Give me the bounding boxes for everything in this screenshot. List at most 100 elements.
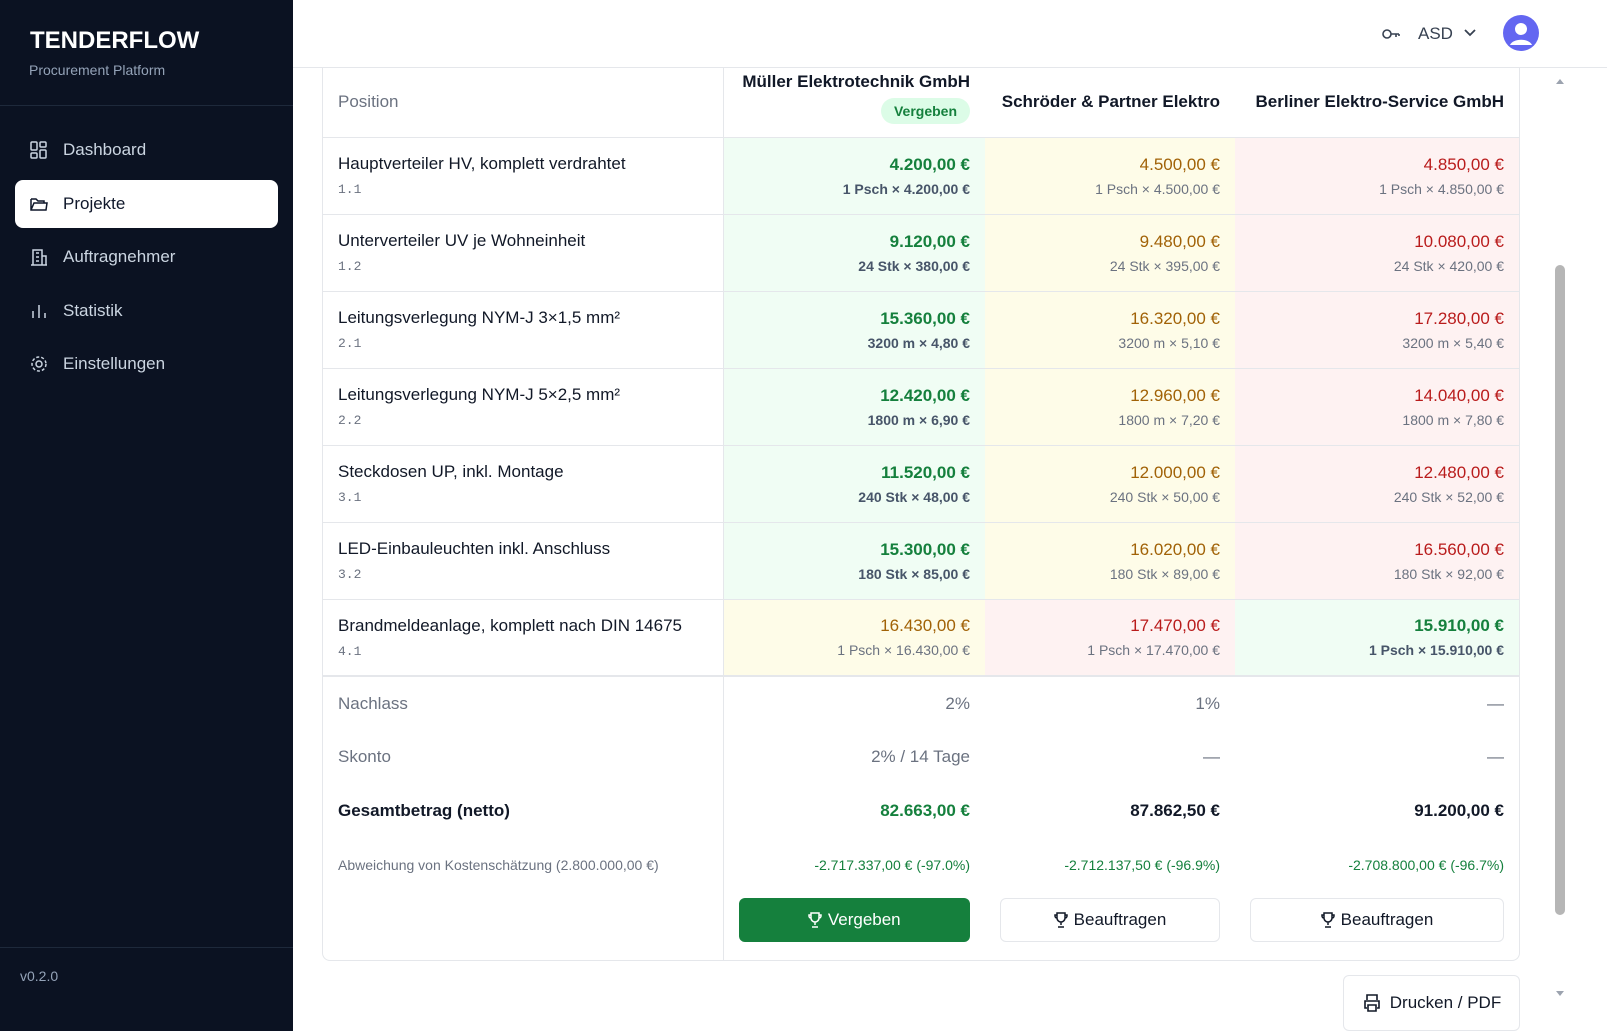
- user-name[interactable]: ASD: [1418, 24, 1453, 43]
- button-label: Beauftragen: [1340, 910, 1434, 929]
- summary-value: 1%: [985, 675, 1235, 730]
- price-detail: 24 Stk × 420,00 €: [1393, 257, 1504, 274]
- print-button[interactable]: Drucken / PDF: [1343, 975, 1520, 1031]
- price-detail: 180 Stk × 92,00 €: [1393, 565, 1504, 582]
- bidder-header: Schröder & Partner Elektro: [985, 68, 1235, 137]
- summary-value: —: [1203, 747, 1220, 766]
- nav-icon: [30, 141, 47, 159]
- position-label: Leitungsverlegung NYM-J 5×2,5 mm²: [338, 385, 621, 404]
- divider: [0, 105, 293, 106]
- scrollbar-track: [1555, 79, 1565, 996]
- nav-icon: [30, 198, 48, 211]
- nav-item[interactable]: Einstellungen: [15, 340, 278, 388]
- position-code: 1.1: [338, 182, 362, 197]
- position-label: Hauptverteiler HV, komplett verdrahtet: [338, 154, 626, 173]
- summary-label: Skonto: [338, 747, 391, 766]
- price-total: 4.500,00 €: [1139, 154, 1220, 174]
- print-label: Drucken / PDF: [1389, 993, 1502, 1012]
- button-cell: Beauftragen: [985, 892, 1235, 960]
- nav-icon: [31, 249, 47, 266]
- nav-item[interactable]: Dashboard: [15, 126, 278, 174]
- summary-value: -2.712.137,50 € (-96.9%): [1064, 857, 1220, 873]
- price-cell: 17.280,00 € 3200 m × 5,40 €: [1235, 290, 1519, 368]
- position-row: Hauptverteiler HV, komplett verdrahtet 1.…: [323, 136, 1519, 214]
- nav-label: Einstellungen: [63, 354, 166, 373]
- summary-row: Gesamtbetrag (netto) 82.663,00 € 87.862,50…: [323, 784, 1519, 838]
- sidebar: TENDERFLOW Procurement Platform Dashboar…: [0, 0, 293, 1031]
- price-detail: 24 Stk × 380,00 €: [858, 257, 970, 274]
- position-header: Position: [338, 92, 399, 112]
- avatar[interactable]: [1503, 15, 1539, 51]
- summary-value: 91.200,00 €: [1414, 801, 1504, 820]
- price-total: 9.480,00 €: [1139, 231, 1220, 251]
- nav-item[interactable]: Statistik: [15, 287, 278, 335]
- price-total: 15.300,00 €: [880, 539, 970, 559]
- price-total: 17.470,00 €: [1130, 616, 1220, 636]
- price-cell: 12.480,00 € 240 Stk × 52,00 €: [1235, 444, 1519, 522]
- price-cell: 4.500,00 € 1 Psch × 4.500,00 €: [985, 136, 1235, 214]
- price-detail: 1800 m × 7,80 €: [1402, 411, 1504, 428]
- nav-item[interactable]: Auftragnehmer: [15, 233, 278, 281]
- chevron[interactable]: [1463, 28, 1477, 38]
- trophy-icon: [808, 912, 822, 928]
- nav-item[interactable]: Projekte: [15, 180, 278, 228]
- button-label: Vergeben: [827, 910, 901, 929]
- button-label: Beauftragen: [1073, 910, 1167, 929]
- nav-label: Statistik: [63, 301, 123, 320]
- price-total: 12.480,00 €: [1414, 462, 1504, 482]
- price-detail: 3200 m × 5,40 €: [1402, 334, 1504, 351]
- price-detail: 1 Psch × 4.500,00 €: [1095, 180, 1220, 197]
- price-cell: 12.960,00 € 1800 m × 7,20 €: [985, 367, 1235, 445]
- button-row: Vergeben Beauftragen Beauftragen: [323, 892, 1519, 960]
- position-code: 3.2: [338, 567, 362, 582]
- position-code: 1.2: [338, 259, 362, 274]
- price-total: 15.910,00 €: [1414, 616, 1504, 636]
- award-button[interactable]: Vergeben: [738, 898, 970, 942]
- summary-label: Nachlass: [323, 675, 723, 730]
- summary-row: Nachlass 2% 1% —: [323, 675, 1519, 730]
- award-button[interactable]: Beauftragen: [1250, 898, 1504, 942]
- price-total: 4.200,00 €: [889, 154, 970, 174]
- bidder-header: Müller Elektrotechnik GmbH Vergeben: [722, 68, 985, 137]
- bidder-name: Berliner Elektro-Service GmbH: [1255, 92, 1504, 112]
- position-row: Leitungsverlegung NYM-J 5×2,5 mm² 2.2 12.4…: [323, 367, 1519, 445]
- nav-label: Dashboard: [63, 140, 147, 159]
- summary-value: 2% / 14 Tage: [722, 730, 985, 784]
- price-cell: 4.200,00 € 1 Psch × 4.200,00 €: [722, 136, 985, 214]
- key-icon[interactable]: [1381, 25, 1401, 43]
- nav-icon: [32, 305, 46, 318]
- nav-icon: [31, 356, 47, 372]
- summary-value: 2%: [722, 675, 985, 730]
- trophy-icon: [1053, 912, 1068, 928]
- price-cell: 14.040,00 € 1800 m × 7,80 €: [1235, 367, 1519, 445]
- awarded-badge: Vergeben: [880, 98, 970, 125]
- summary-value: -2.717.337,00 € (-97.0%): [722, 838, 985, 892]
- summary-value: 82.663,00 €: [722, 784, 985, 838]
- position-row: LED-Einbauleuchten inkl. Anschluss 3.2 15.…: [323, 521, 1519, 599]
- price-total: 14.040,00 €: [1414, 385, 1504, 405]
- price-detail: 24 Stk × 395,00 €: [1109, 257, 1220, 274]
- position-label: Brandmeldeanlage, komplett nach DIN 1467…: [338, 615, 682, 635]
- position-cell: Steckdosen UP, inkl. Montage 3.1: [323, 444, 723, 522]
- price-total: 4.850,00 €: [1423, 154, 1504, 174]
- price-total: 16.560,00 €: [1414, 539, 1504, 559]
- position-label: Leitungsverlegung NYM-J 3×1,5 mm²: [338, 308, 621, 327]
- price-cell: 12.420,00 € 1800 m × 6,90 €: [722, 367, 985, 445]
- price-detail: 240 Stk × 48,00 €: [858, 488, 970, 505]
- nav-label: Auftragnehmer: [63, 247, 176, 266]
- price-total: 16.320,00 €: [1130, 308, 1220, 328]
- position-row: Brandmeldeanlage, komplett nach DIN 1467…: [323, 598, 1519, 676]
- header-cell: Position: [323, 68, 723, 137]
- price-cell: 15.300,00 € 180 Stk × 85,00 €: [722, 521, 985, 599]
- price-cell: 9.120,00 € 24 Stk × 380,00 €: [722, 213, 985, 291]
- award-button[interactable]: Beauftragen: [1000, 898, 1220, 942]
- comparison-table: Position Müller Elektrotechnik GmbH Vergeb…: [323, 68, 1519, 960]
- bidder-name: Müller Elektrotechnik GmbH: [742, 72, 970, 92]
- scrollbar[interactable]: [1553, 68, 1567, 1031]
- price-detail: 180 Stk × 85,00 €: [858, 565, 970, 582]
- position-code: 2.1: [338, 336, 362, 351]
- position-cell: Leitungsverlegung NYM-J 5×2,5 mm² 2.2: [323, 367, 723, 445]
- position-code: 3.1: [338, 490, 362, 505]
- comparison-card: Position Müller Elektrotechnik GmbH Vergeb…: [322, 68, 1520, 961]
- price-total: 9.120,00 €: [889, 231, 970, 251]
